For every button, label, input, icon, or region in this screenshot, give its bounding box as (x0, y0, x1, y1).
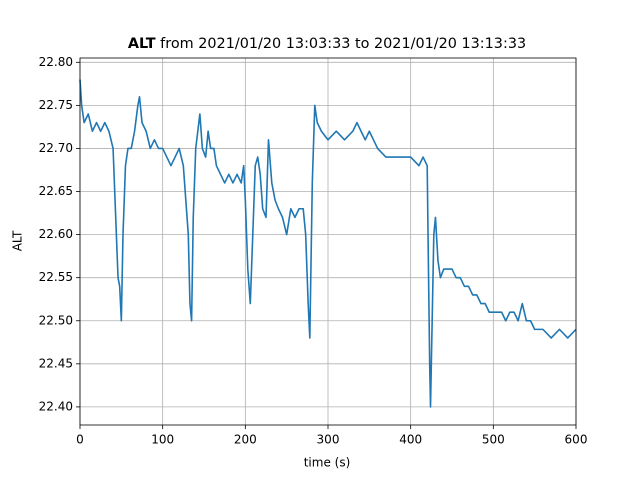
x-tick-label: 300 (317, 433, 340, 447)
y-tick-label: 22.65 (39, 184, 73, 198)
x-tick-label: 500 (482, 433, 505, 447)
y-axis-label: ALT (11, 230, 25, 251)
chart-title: ALT from 2021/01/20 13:03:33 to 2021/01/… (128, 36, 526, 52)
y-tick-label: 22.45 (39, 356, 73, 370)
title-variable: ALT (128, 36, 156, 52)
x-tick-label: 200 (234, 433, 257, 447)
x-tick-label: 100 (151, 433, 174, 447)
data-line (79, 79, 577, 408)
y-tick-label: 22.70 (39, 141, 73, 155)
plot-frame (79, 57, 577, 426)
x-tick-label: 0 (76, 433, 84, 447)
x-axis-label: time (s) (304, 456, 351, 470)
x-tick-label: 400 (399, 433, 422, 447)
y-tick-label: 22.80 (39, 55, 73, 69)
y-tick-label: 22.60 (39, 227, 73, 241)
title-text: from 2021/01/20 13:03:33 to 2021/01/20 1… (160, 36, 526, 52)
y-tick-label: 22.50 (39, 313, 73, 327)
y-tick-label: 22.40 (39, 399, 73, 413)
y-tick-label: 22.75 (39, 98, 73, 112)
y-tick-label: 22.55 (39, 270, 73, 284)
x-tick-label: 600 (565, 433, 588, 447)
